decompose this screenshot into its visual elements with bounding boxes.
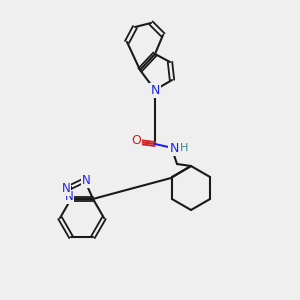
Text: H: H <box>180 143 188 153</box>
Text: O: O <box>131 134 141 146</box>
Text: N: N <box>82 174 91 187</box>
Text: N: N <box>150 83 160 97</box>
Text: N: N <box>64 190 74 203</box>
Text: N: N <box>61 182 70 195</box>
Text: N: N <box>169 142 179 154</box>
